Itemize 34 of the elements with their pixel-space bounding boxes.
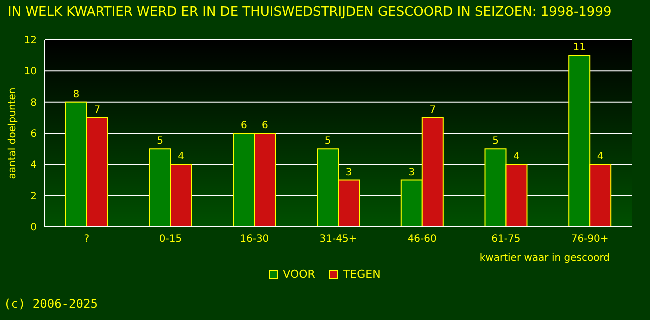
- y-tick-label: 8: [30, 98, 37, 109]
- x-tick-label: 31-45+: [320, 234, 358, 246]
- data-label: 6: [262, 120, 268, 132]
- text: (c) 2006-2025: [4, 297, 98, 311]
- x-axis-title: kwartier waar in gescoord: [480, 253, 610, 264]
- legend-label: VOOR: [283, 268, 316, 281]
- data-label: 5: [324, 136, 332, 148]
- data-label: 4: [514, 152, 520, 163]
- data-label: 3: [346, 167, 352, 178]
- legend-label: TEGEN: [343, 268, 381, 281]
- data-label: 4: [178, 152, 185, 163]
- x-tick-label: ?: [84, 234, 90, 246]
- x-tick-label: 0-15: [159, 234, 182, 246]
- x-tick-label: 76-90+: [571, 234, 609, 246]
- data-label: 5: [492, 136, 499, 148]
- y-tick-label: 12: [24, 36, 37, 47]
- data-label: 4: [597, 152, 604, 163]
- data-label: 3: [408, 167, 416, 178]
- x-tick-label: 16-30: [240, 234, 270, 246]
- data-label: 6: [240, 120, 248, 132]
- data-label: 7: [94, 104, 101, 116]
- y-tick-label: 0: [30, 222, 37, 234]
- data-label: 11: [573, 42, 586, 54]
- data-label: 5: [157, 136, 164, 148]
- y-tick-label: 2: [30, 191, 37, 202]
- chart-title: IN WELK KWARTIER WERD ER IN DE THUISWEDSTRIJDEN GESCOORD IN SEIZOEN: 1998-1999: [8, 5, 612, 20]
- data-label: 7: [430, 104, 436, 116]
- x-tick-label: 46-60: [408, 234, 437, 246]
- data-label: 8: [73, 89, 80, 100]
- x-tick-label: 61-75: [492, 234, 521, 246]
- y-tick-label: 4: [30, 160, 37, 172]
- y-tick-label: 10: [24, 66, 37, 78]
- y-tick-label: 6: [30, 129, 37, 140]
- y-axis-title: aantal doelpunten: [8, 88, 19, 180]
